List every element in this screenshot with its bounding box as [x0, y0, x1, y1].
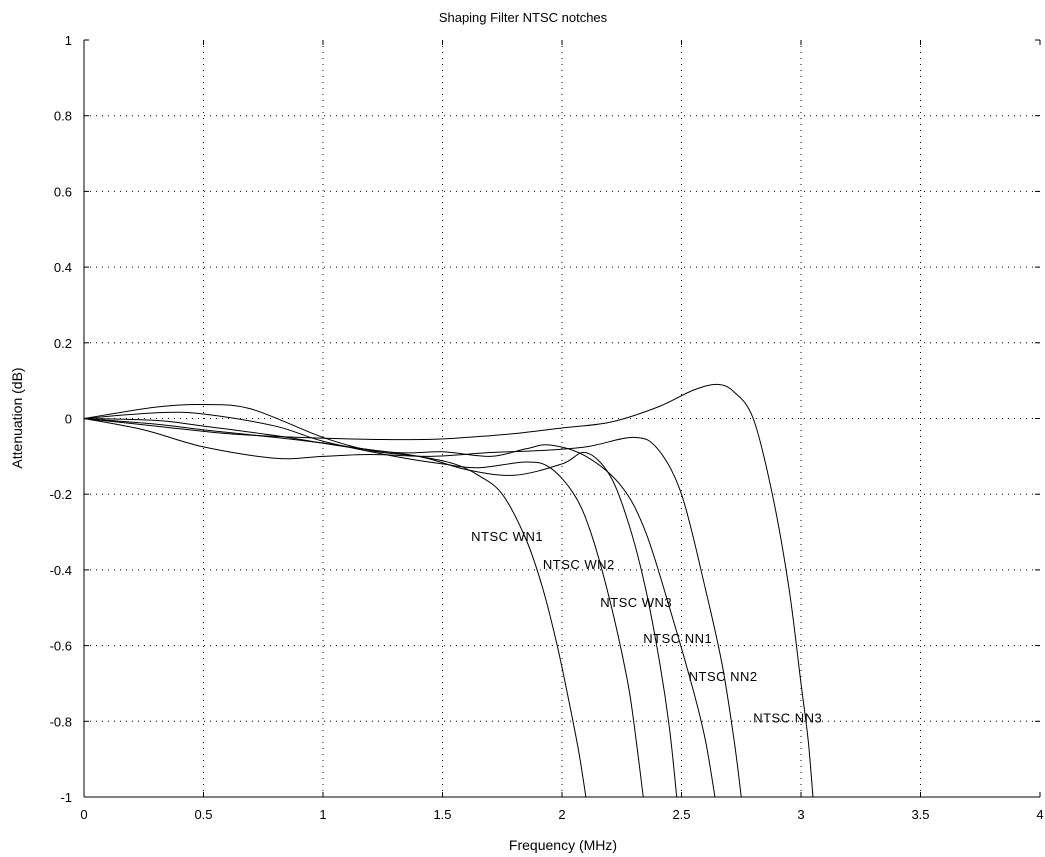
series-label-ntsc-wn2: NTSC WN2	[543, 557, 615, 572]
series-line-ntsc-wn3	[83, 418, 678, 798]
x-axis-title: Frequency (MHz)	[509, 837, 617, 853]
x-tick-label: 4	[1036, 807, 1043, 822]
x-tick-label: 3.5	[911, 807, 929, 822]
y-tick-label: 0.8	[54, 109, 72, 124]
x-tick-label: 0.5	[194, 807, 212, 822]
x-tick-label: 3	[797, 807, 804, 822]
series-line-ntsc-nn2	[83, 418, 742, 798]
series-label-ntsc-nn3: NTSC NN3	[753, 711, 822, 726]
series-line-ntsc-wn2	[83, 411, 644, 798]
y-tick-label: 0.4	[54, 260, 72, 275]
x-tick-label: 1.5	[433, 807, 451, 822]
x-tick-labels: 0 0.5 1 1.5 2 2.5 3 3.5 4	[80, 807, 1043, 822]
y-tick-label: 0.6	[54, 184, 72, 199]
y-tick-label: -0.6	[50, 639, 72, 654]
x-tick-label: 2.5	[672, 807, 690, 822]
y-axis-title: Attenuation (dB)	[9, 367, 25, 468]
y-tick-label: -0.4	[50, 563, 72, 578]
series-label-ntsc-nn1: NTSC NN1	[643, 631, 712, 646]
y-tick-label: 1	[65, 33, 72, 48]
y-tick-label: -0.2	[50, 487, 72, 502]
series-line-ntsc-wn1	[83, 403, 587, 798]
series-label-ntsc-nn2: NTSC NN2	[689, 669, 758, 684]
y-tick-label: 0.2	[54, 336, 72, 351]
y-tick-labels: 1 0.8 0.6 0.4 0.2 0 -0.2 -0.4 -0.6 -0.8 -1	[50, 33, 72, 805]
series-label-ntsc-wn3: NTSC WN3	[600, 595, 672, 610]
x-tick-label: 1	[319, 807, 326, 822]
y-tick-label: -1	[60, 790, 72, 805]
chart-title: Shaping Filter NTSC notches	[439, 10, 608, 25]
series-line-ntsc-nn3	[83, 383, 814, 798]
grid	[84, 40, 1040, 797]
x-tick-label: 0	[80, 807, 87, 822]
y-tick-label: 0	[65, 412, 72, 427]
series-label-ntsc-wn1: NTSC WN1	[471, 529, 543, 544]
x-tick-label: 2	[558, 807, 565, 822]
series-lines	[83, 383, 814, 798]
y-tick-label: -0.8	[50, 714, 72, 729]
